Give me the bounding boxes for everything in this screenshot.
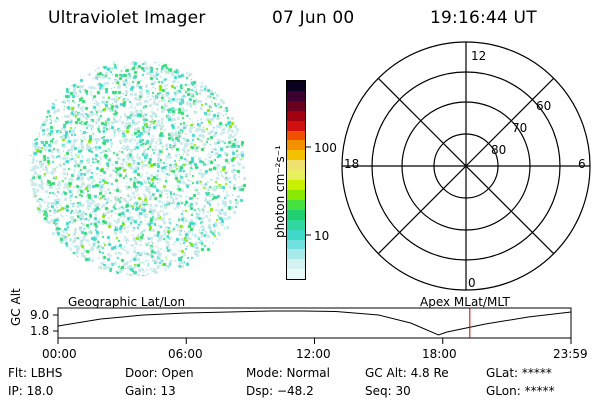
gc-xtick-label-1800: 18:00 [422, 347, 457, 361]
colorbar-swatch [287, 120, 305, 131]
gc-xtick-label-1200: 12:00 [296, 347, 331, 361]
ip-readout: IP: 18.0 [8, 384, 54, 398]
colorbar-swatch [287, 180, 305, 190]
colorbar-swatch [287, 259, 305, 270]
gc-alt-curve [57, 310, 572, 336]
colorbar-tick-10: 10 [314, 229, 330, 243]
polar-label-0: 0 [468, 276, 476, 290]
door-readout: Door: Open [125, 366, 194, 380]
geographic-label: Geographic Lat/Lon [68, 295, 186, 309]
colorbar-ticks [306, 146, 311, 236]
gc-xtick-label-2359: 23:59 [553, 347, 588, 361]
polar-ring-label-70: 70 [512, 121, 528, 135]
colorbar-swatch [287, 110, 305, 121]
polar-ring-label-60: 60 [536, 99, 552, 113]
colorbar-tick-100: 100 [314, 141, 337, 155]
polar-label-18: 18 [344, 157, 360, 171]
colorbar [286, 80, 306, 280]
colorbar-unit-label: photon cm⁻²s⁻¹ [273, 145, 287, 238]
glon-readout: GLon: ***** [486, 384, 555, 398]
colorbar-swatch [287, 90, 305, 101]
gc-ytick-label-1-8: 1.8 [30, 324, 50, 338]
colorbar-swatch [287, 249, 305, 260]
polar-label-12: 12 [471, 49, 487, 63]
gc-alt-plot [53, 307, 572, 344]
seq-readout: Seq: 30 [365, 384, 411, 398]
filter-readout: Flt: LBHS [8, 366, 63, 380]
colorbar-swatch [287, 199, 305, 210]
colorbar-swatch [287, 209, 305, 220]
time-readout: 19:16:44 UT [430, 8, 537, 28]
gc-ytick-label-9: 9.0 [30, 308, 50, 322]
colorbar-swatch [287, 140, 305, 151]
date-readout: 07 Jun 00 [272, 8, 355, 28]
glat-readout: GLat: ***** [486, 366, 552, 380]
gc-alt-readout: GC Alt: 4.8 Re [365, 366, 449, 380]
colorbar-swatch [287, 269, 305, 280]
apex-label: Apex MLat/MLT [420, 295, 510, 309]
mode-readout: Mode: Normal [246, 366, 330, 380]
colorbar-swatch [287, 160, 305, 171]
colorbar-swatch [287, 100, 305, 111]
gc-xtick-label-0600: 06:00 [168, 347, 203, 361]
colorbar-swatch [287, 150, 305, 161]
colorbar-swatch [287, 130, 305, 141]
colorbar-swatch [287, 81, 305, 91]
dsp-readout: Dsp: −48.2 [246, 384, 314, 398]
colorbar-swatch [287, 239, 305, 250]
gc-xtick-label-0000: 00:00 [42, 347, 77, 361]
colorbar-swatch [287, 189, 305, 200]
gc-xticks [57, 338, 572, 344]
auroral-image [28, 58, 246, 276]
gc-alt-ylabel: GC Alt [9, 288, 23, 326]
colorbar-swatch [287, 229, 305, 240]
colorbar-swatch [287, 219, 305, 230]
polar-label-6: 6 [578, 157, 586, 171]
app-title: Ultraviolet Imager [48, 8, 206, 28]
polar-dial [341, 41, 591, 291]
polar-diagonal-2 [377, 77, 555, 255]
colorbar-swatch [287, 170, 305, 181]
polar-ring-label-80: 80 [491, 143, 507, 157]
gain-readout: Gain: 13 [125, 384, 176, 398]
